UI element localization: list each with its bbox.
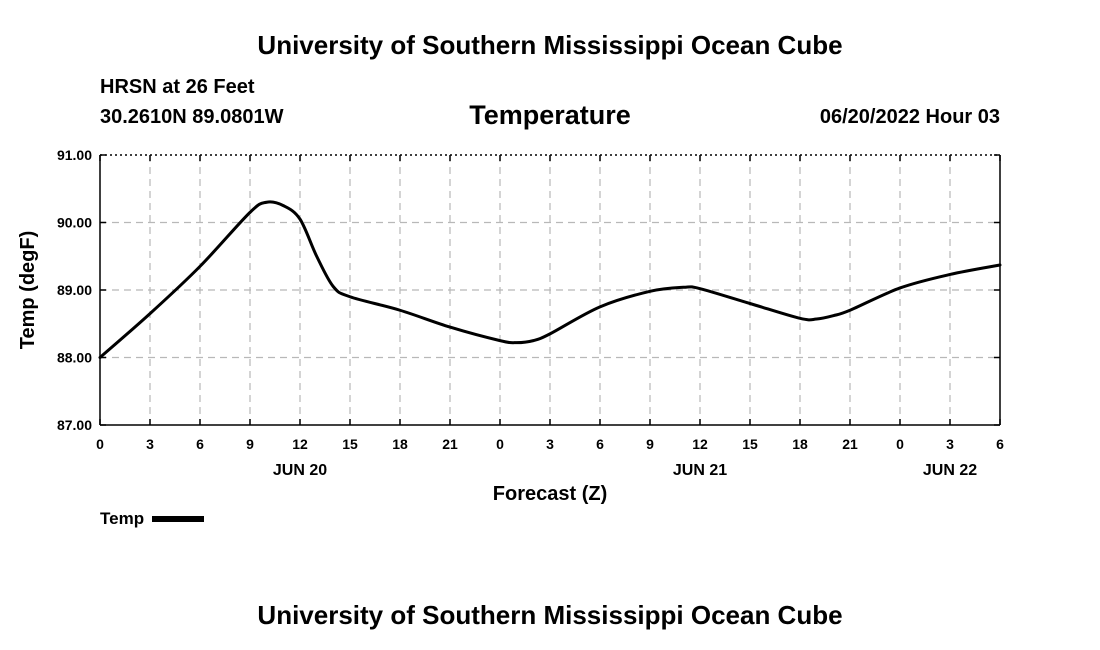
x-tick-label: 0 xyxy=(96,436,104,452)
main-title: University of Southern Mississippi Ocean… xyxy=(257,30,843,60)
forecast-run-time: 06/20/2022 Hour 03 xyxy=(819,106,1000,128)
x-tick-label: 21 xyxy=(442,436,458,452)
station-coordinates: 30.2610N 89.0801W xyxy=(100,106,284,128)
x-tick-label: 6 xyxy=(996,436,1004,452)
tick-labels: 0 3 6 9 12 15 18 21 0 3 6 9 12 15 18 21 0 3 6 87.00 88.00 89.… xyxy=(57,147,1004,479)
chart-title: Temperature xyxy=(469,100,631,130)
series-line-temp xyxy=(98,200,1002,359)
y-tick-label: 90.00 xyxy=(57,215,92,231)
day-label: JUN 22 xyxy=(923,462,977,479)
axes xyxy=(99,154,1001,426)
x-tick-label: 6 xyxy=(596,436,604,452)
station-name: HRSN at 26 Feet xyxy=(100,76,255,98)
footer-title: University of Southern Mississippi Ocean… xyxy=(257,600,843,630)
legend: Temp xyxy=(100,509,205,529)
series-layer xyxy=(98,200,1002,359)
x-tick-label: 12 xyxy=(292,436,308,452)
y-axis-title: Temp (degF) xyxy=(17,231,39,350)
x-tick-label: 21 xyxy=(842,436,858,452)
y-tick-label: 91.00 xyxy=(57,147,92,163)
x-tick-label: 15 xyxy=(342,436,358,452)
day-label: JUN 20 xyxy=(273,462,327,479)
x-tick-label: 3 xyxy=(146,436,154,452)
x-tick-label: 18 xyxy=(392,436,408,452)
grid xyxy=(100,155,1000,425)
x-tick-label: 12 xyxy=(692,436,708,452)
legend-label: Temp xyxy=(100,509,145,528)
x-tick-label: 9 xyxy=(646,436,654,452)
x-axis-title: Forecast (Z) xyxy=(493,483,607,505)
day-label: JUN 21 xyxy=(673,462,727,479)
x-tick-label: 0 xyxy=(896,436,904,452)
x-tick-label: 0 xyxy=(496,436,504,452)
x-tick-label: 18 xyxy=(792,436,808,452)
x-tick-label: 3 xyxy=(546,436,554,452)
y-tick-label: 89.00 xyxy=(57,282,92,298)
legend-swatch xyxy=(152,516,205,522)
x-tick-label: 6 xyxy=(196,436,204,452)
y-tick-label: 87.00 xyxy=(57,417,92,433)
x-tick-label: 15 xyxy=(742,436,758,452)
x-tick-label: 9 xyxy=(246,436,254,452)
y-tick-label: 88.00 xyxy=(57,350,92,366)
x-tick-label: 3 xyxy=(946,436,954,452)
